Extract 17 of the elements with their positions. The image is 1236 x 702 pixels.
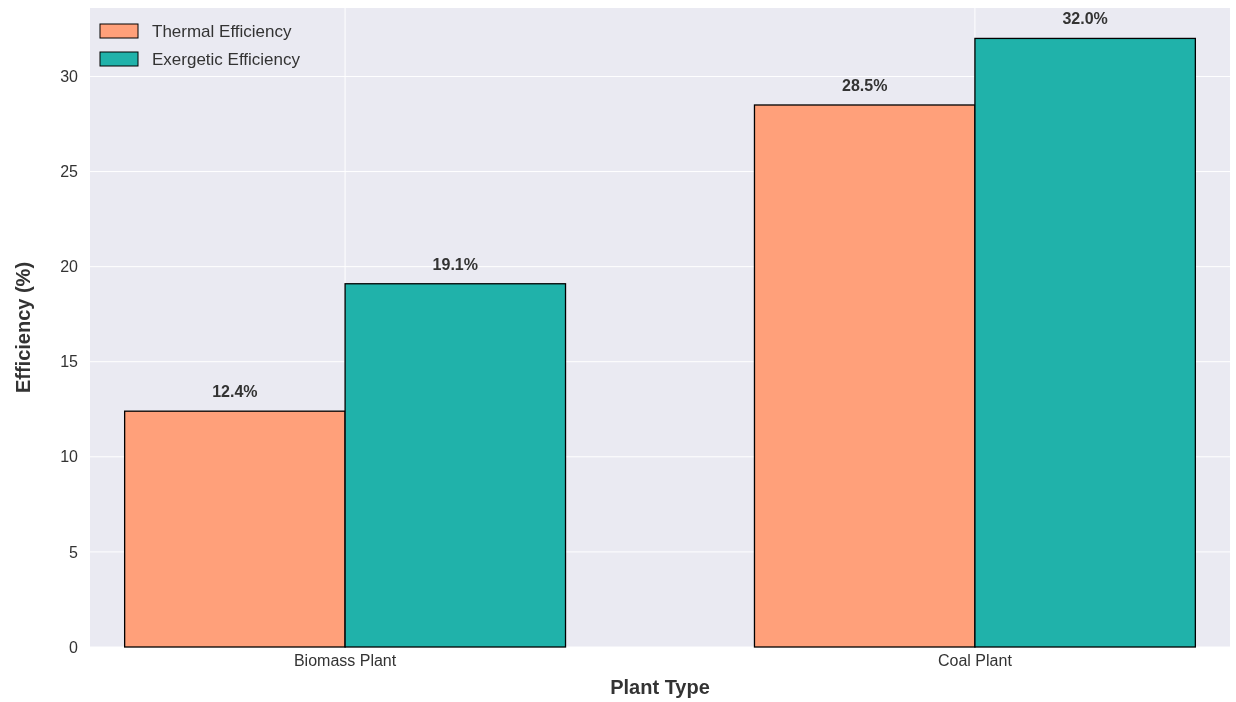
data-label: 12.4%	[212, 383, 258, 401]
x-tick-label: Biomass Plant	[293, 652, 397, 669]
y-tick-label: 0	[69, 638, 79, 656]
y-tick-label: 5	[69, 543, 79, 561]
y-axis-title: Efficiency (%)	[12, 261, 34, 394]
x-tick-label: Coal Plant	[938, 652, 1013, 669]
data-label: 19.1%	[432, 255, 478, 273]
y-tick-label: 30	[60, 68, 79, 86]
legend-label: Thermal Efficiency	[152, 21, 293, 41]
legend-label: Exergetic Efficiency	[152, 49, 301, 69]
y-tick-label: 15	[60, 353, 79, 371]
data-label: 28.5%	[842, 76, 888, 94]
data-label: 32.0%	[1062, 10, 1108, 28]
y-tick-label: 25	[60, 163, 79, 181]
x-axis-title: Plant Type	[610, 676, 710, 698]
y-tick-label: 10	[60, 448, 79, 466]
y-tick-label: 20	[60, 258, 79, 276]
